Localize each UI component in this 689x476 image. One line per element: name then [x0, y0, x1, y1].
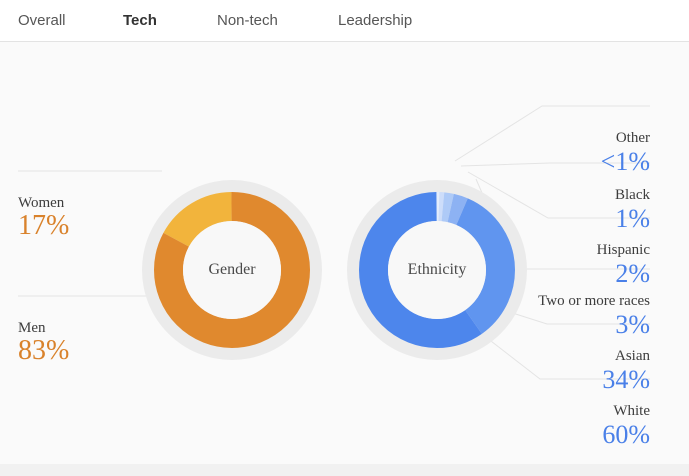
tab-non-tech[interactable]: Non-tech [217, 12, 278, 29]
tab-overall[interactable]: Overall [18, 12, 66, 29]
legend-label: Black [615, 187, 650, 203]
legend-item-two-or-more-races: Two or more races 3% [470, 293, 650, 338]
legend-value: 3% [615, 310, 650, 339]
chart-board: Gender Ethnicity Women 17% Men 83% Other… [0, 42, 689, 476]
category-tabbar: Overall Tech Non-tech Leadership [0, 0, 689, 42]
donut-hole [183, 221, 281, 319]
legend-label: White [613, 403, 650, 419]
legend-item-asian: Asian 34% [470, 348, 650, 393]
legend-value: 2% [615, 259, 650, 288]
legend-value: 1% [615, 204, 650, 233]
legend-item-black: Black 1% [470, 187, 650, 232]
legend-label: Other [615, 130, 650, 146]
donut-segment-men[interactable] [154, 192, 310, 348]
legend-label: Two or more races [538, 293, 650, 309]
legend-item-women: Women 17% [18, 195, 168, 240]
tab-leadership[interactable]: Leadership [338, 12, 413, 29]
legend-label: Hispanic [596, 242, 650, 258]
legend-item-white: White 60% [470, 403, 650, 448]
donut-hole [388, 221, 486, 319]
legend-label: Asian [615, 348, 650, 364]
legend-value: 34% [602, 365, 650, 394]
legend-value: <1% [600, 147, 650, 176]
legend-value: 17% [18, 210, 70, 241]
legend-value: 60% [602, 420, 650, 449]
legend-item-men: Men 83% [18, 320, 168, 365]
ethnicity-donut-chart[interactable]: Ethnicity [337, 170, 537, 370]
legend-value: 83% [18, 335, 70, 366]
legend-label: Women [18, 195, 65, 211]
donut-segment-asian[interactable] [359, 192, 515, 348]
tab-tech[interactable]: Tech [123, 12, 157, 29]
donut-segment-white[interactable] [359, 192, 515, 348]
legend-label: Men [18, 320, 46, 336]
legend-item-other: Other <1% [470, 130, 650, 175]
legend-item-hispanic: Hispanic 2% [470, 242, 650, 287]
bottom-strip [0, 464, 689, 476]
